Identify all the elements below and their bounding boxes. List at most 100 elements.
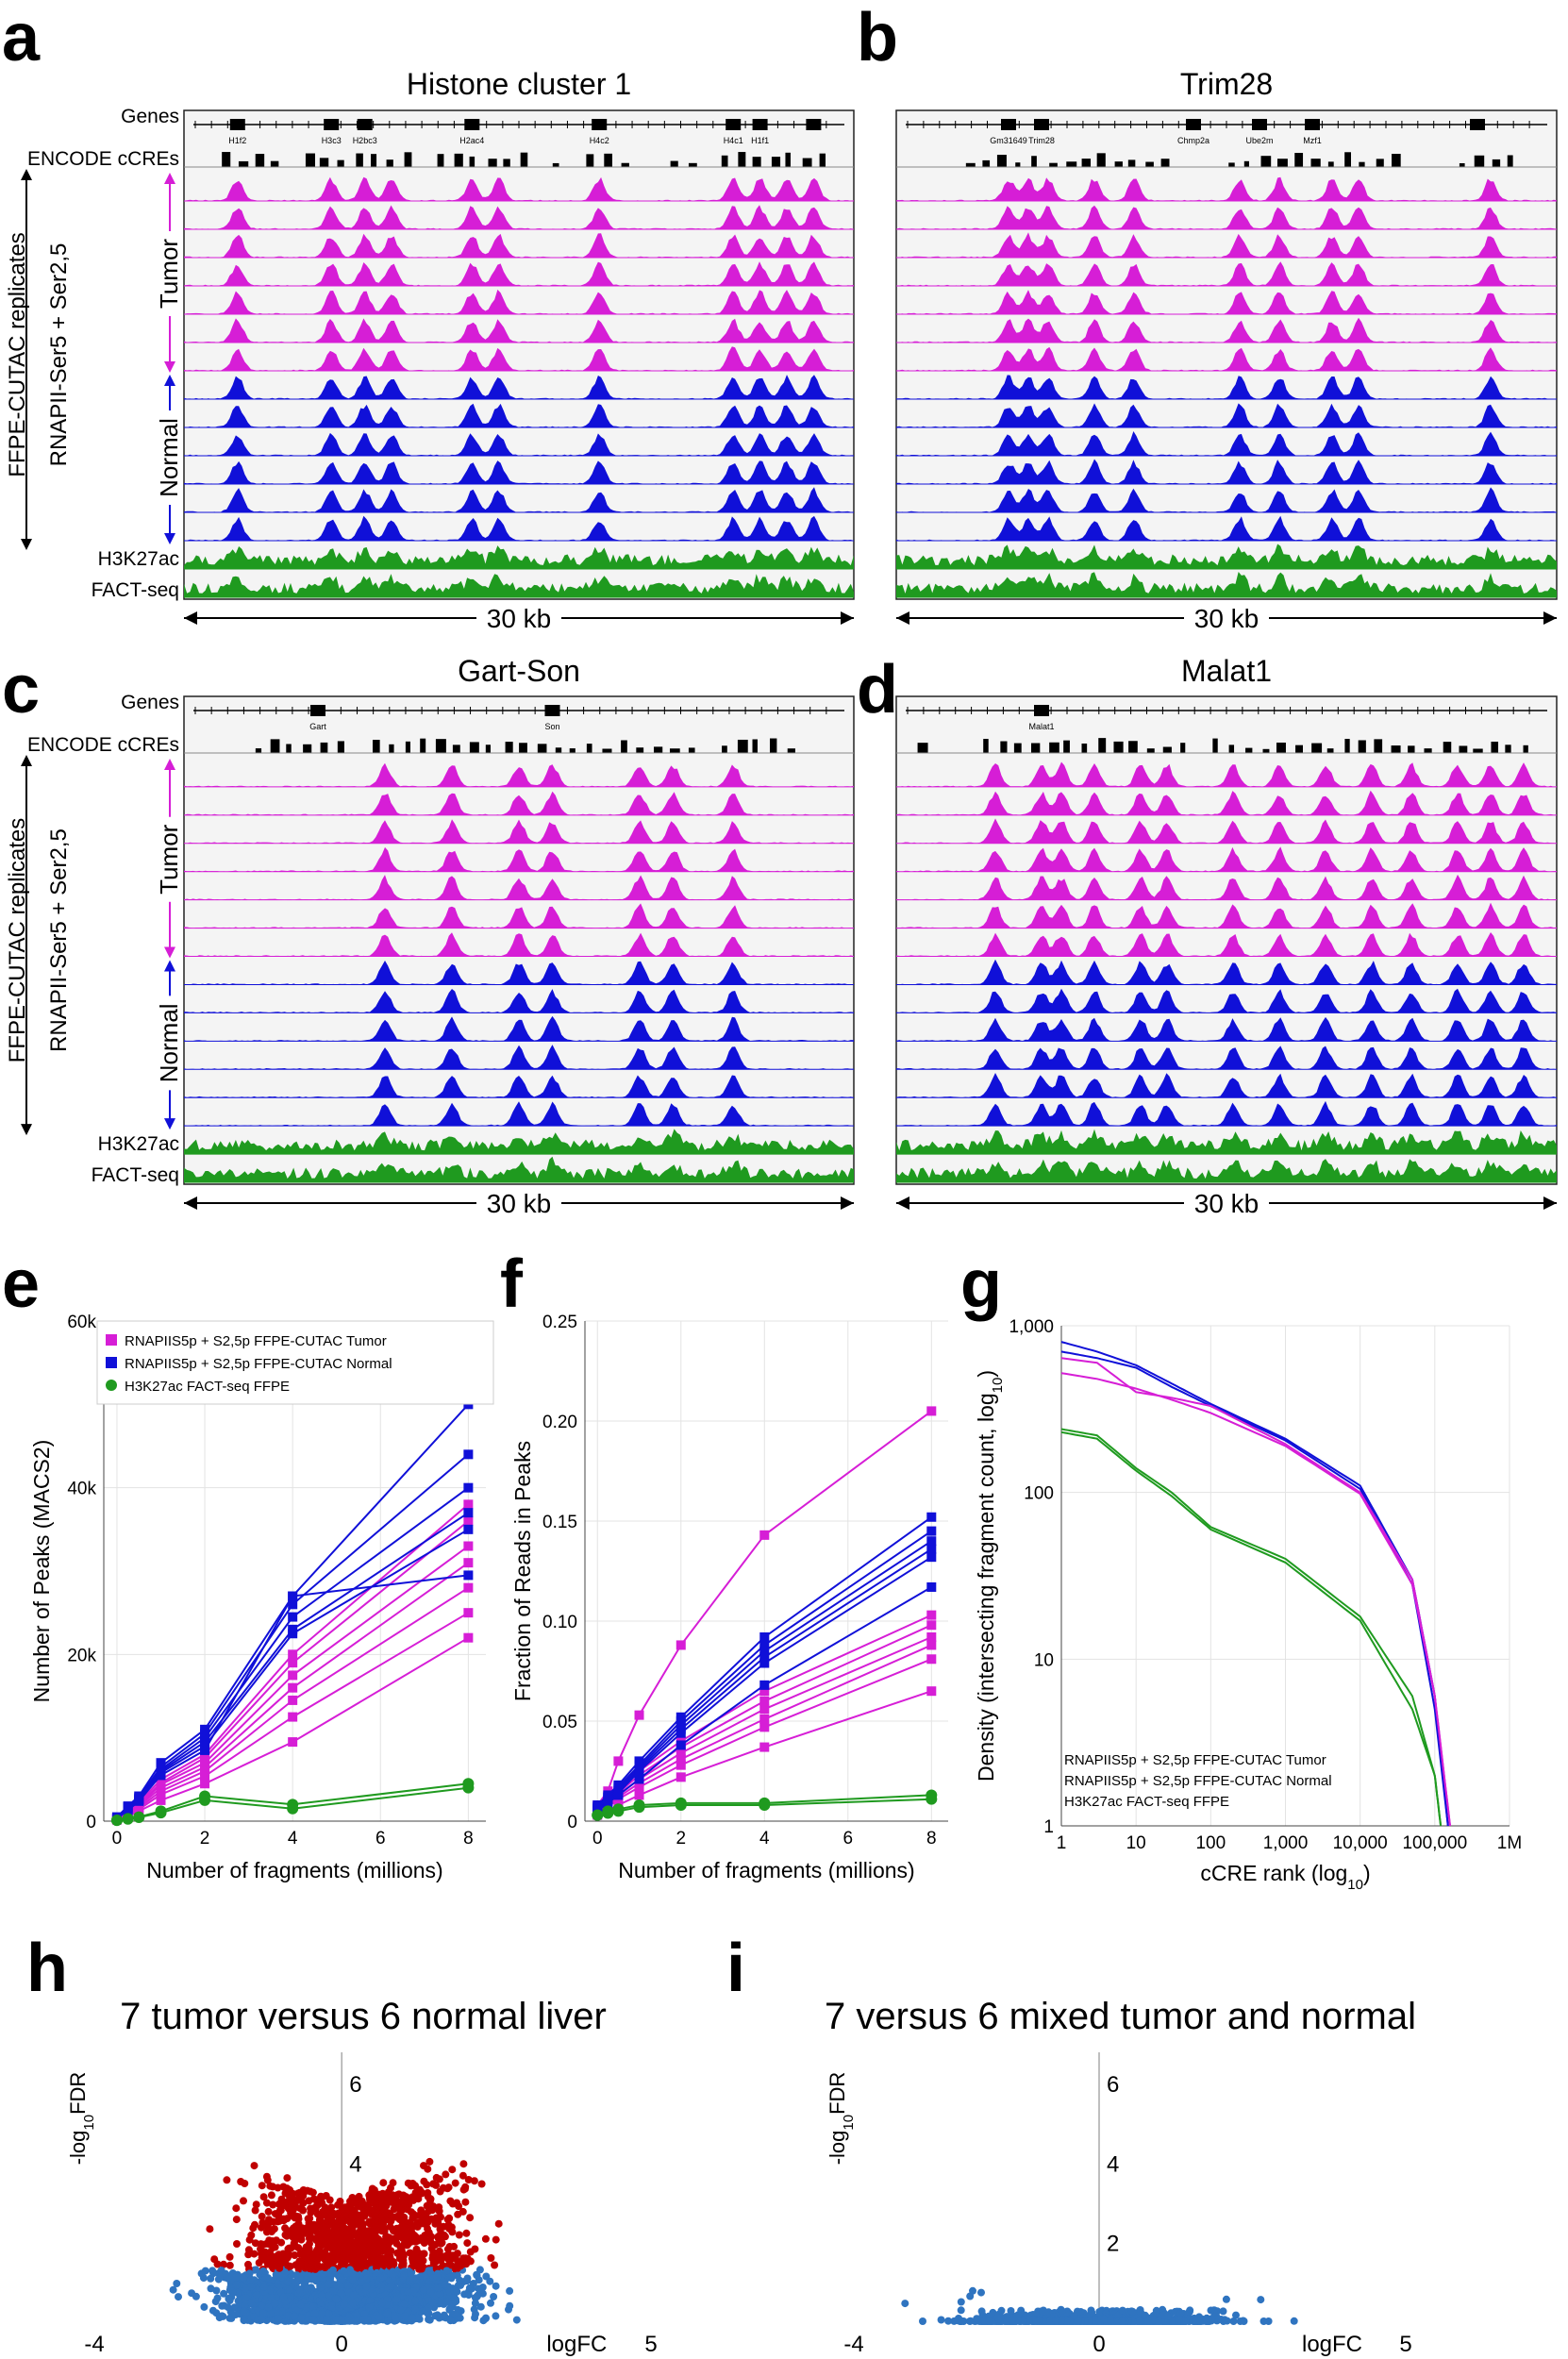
- data-point: [200, 1779, 210, 1789]
- data-point: [288, 1612, 298, 1622]
- volcano-point: [417, 2265, 425, 2273]
- volcano-point: [443, 2298, 452, 2306]
- volcano-point: [320, 2234, 328, 2243]
- signal-track: [896, 403, 1557, 427]
- ccre-bar: [469, 742, 479, 753]
- volcano-point: [213, 2260, 222, 2268]
- volcano-point: [281, 2268, 290, 2277]
- volcano-point: [406, 2249, 414, 2257]
- volcano-point: [477, 2180, 486, 2188]
- volcano-point: [367, 2246, 375, 2253]
- panel-label-h: h: [26, 1931, 68, 2006]
- ccre-bar: [270, 739, 280, 753]
- signal-track: [896, 1073, 1557, 1098]
- ccre-bar: [1505, 745, 1511, 753]
- volcano-point: [188, 2289, 196, 2298]
- data-point: [676, 1728, 686, 1738]
- normal-label: Normal: [155, 1003, 183, 1082]
- ccre-bar: [1243, 160, 1249, 167]
- gene-name: H2ac4: [459, 136, 484, 145]
- volcano-point: [257, 2240, 265, 2249]
- volcano-point: [459, 2160, 468, 2168]
- volcano-point: [390, 2205, 398, 2214]
- volcano-point: [435, 2207, 443, 2216]
- signal-track: [184, 205, 854, 229]
- volcano-point: [432, 2173, 441, 2182]
- volcano-point: [346, 2266, 354, 2274]
- signal-track: [896, 1016, 1557, 1042]
- volcano-point: [431, 2219, 440, 2228]
- volcano-point: [409, 2193, 417, 2201]
- gene-name: Chmp2a: [1177, 136, 1209, 145]
- signal-track: [896, 317, 1557, 343]
- ccre-bar: [770, 738, 777, 753]
- volcano-point: [399, 2252, 408, 2260]
- volcano-point: [175, 2293, 182, 2301]
- volcano-point: [309, 2224, 318, 2233]
- x-tick-label: 0: [112, 1829, 123, 1849]
- y-tick-label: 0.10: [542, 1613, 577, 1632]
- volcano-point: [451, 2266, 459, 2274]
- signal-track: [184, 375, 854, 399]
- ccre-bar: [305, 153, 316, 167]
- ccre-bar: [420, 738, 426, 753]
- data-point: [463, 1516, 474, 1526]
- volcano-point: [332, 2218, 341, 2227]
- volcano-point: [436, 2187, 444, 2196]
- arrow-head: [1543, 611, 1557, 625]
- signal-track: [896, 902, 1557, 929]
- ccre-bar: [469, 156, 475, 167]
- browser-frame: [895, 109, 1558, 600]
- gene-block: [464, 119, 480, 130]
- data-point: [634, 1774, 644, 1784]
- data-point: [926, 1640, 937, 1650]
- volcano-point: [296, 2204, 304, 2213]
- browser-title: Malat1: [1181, 654, 1272, 688]
- arrow-head: [164, 1118, 175, 1130]
- volcano-point: [379, 2179, 388, 2187]
- gene-name: Trim28: [1028, 136, 1055, 145]
- encode-label: ENCODE cCREs: [27, 734, 179, 756]
- data-point: [122, 1813, 134, 1825]
- data-point: [926, 1544, 937, 1554]
- arrow-head: [164, 946, 175, 959]
- volcano-point: [445, 2214, 454, 2222]
- signal-track: [184, 819, 854, 844]
- data-point: [759, 1640, 770, 1650]
- browser-title: Gart-Son: [458, 654, 580, 688]
- ccre-bar: [372, 740, 380, 753]
- volcano-point: [269, 2217, 277, 2226]
- browser-title: Histone cluster 1: [407, 67, 631, 101]
- ccre-bar: [1459, 745, 1468, 753]
- data-point: [759, 1799, 771, 1812]
- volcano-point: [385, 2259, 393, 2267]
- volcano-point: [459, 2185, 468, 2194]
- volcano-point: [349, 2195, 358, 2203]
- x-tick-label: 4: [759, 1829, 770, 1849]
- ccre-bar: [688, 747, 695, 753]
- signal-track: [896, 1100, 1557, 1127]
- ccre-bar: [586, 154, 594, 167]
- data-point: [926, 1610, 937, 1620]
- volcano-point: [197, 2269, 206, 2278]
- volcano-point: [338, 2250, 346, 2259]
- data-point: [759, 1696, 770, 1706]
- volcano-point: [381, 2207, 390, 2216]
- volcano-point: [360, 2238, 369, 2247]
- volcano-point: [323, 2253, 331, 2261]
- volcano-point: [451, 2179, 459, 2187]
- ccre-bar: [222, 152, 231, 167]
- ccre-bar: [1113, 741, 1124, 753]
- encode-label: ENCODE cCREs: [27, 148, 179, 170]
- gene-name: H1f2: [228, 136, 246, 145]
- ccre-bar: [1408, 745, 1415, 753]
- ccre-bar: [1358, 740, 1366, 753]
- gene-name: Gart: [309, 722, 326, 731]
- ccre-bar: [1228, 745, 1235, 753]
- gene-block: [1470, 119, 1485, 130]
- ccre-bar: [270, 160, 279, 167]
- label-bg: [158, 410, 181, 505]
- data-point: [155, 1807, 167, 1819]
